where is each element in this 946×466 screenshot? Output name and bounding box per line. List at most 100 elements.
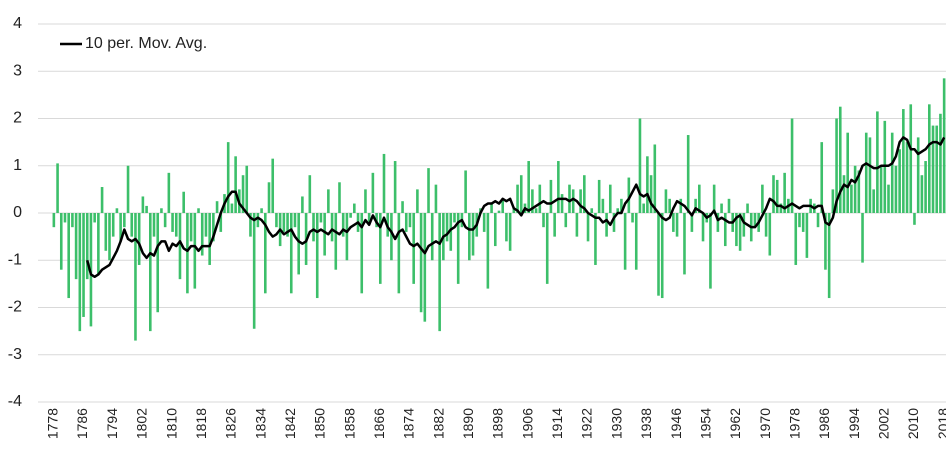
bar [723, 213, 727, 247]
bar [200, 213, 204, 256]
bar [560, 194, 564, 213]
bar [568, 184, 571, 213]
bar [701, 213, 705, 242]
bar [212, 213, 215, 242]
x-tick-label: 1978 [786, 408, 802, 439]
bar [590, 208, 594, 213]
bar [327, 189, 330, 213]
bar [145, 205, 148, 213]
bar [850, 184, 853, 213]
bar [902, 109, 905, 213]
bar [709, 213, 712, 289]
bar [234, 156, 237, 213]
bar [838, 106, 842, 213]
bar [931, 125, 935, 213]
bar [82, 213, 85, 317]
bar [939, 113, 942, 213]
bar [93, 213, 96, 223]
bar [123, 213, 126, 228]
bar [315, 213, 319, 299]
bar [508, 213, 512, 251]
bar [583, 175, 586, 213]
bar [312, 213, 315, 242]
bar [427, 168, 430, 213]
bar [59, 213, 63, 270]
bar [660, 213, 664, 299]
bar [827, 213, 831, 299]
bar [486, 213, 490, 289]
x-tick-label: 1826 [223, 408, 239, 439]
bar [608, 184, 612, 213]
x-tick-label: 1786 [74, 408, 90, 439]
x-tick-label: 1890 [460, 408, 476, 439]
bar [775, 179, 779, 213]
bar [189, 213, 193, 242]
x-tick-label: 1778 [45, 408, 61, 439]
bar [126, 165, 130, 213]
bar [712, 184, 716, 213]
bar [905, 142, 909, 213]
bar [264, 213, 267, 294]
y-tick-label: -2 [8, 299, 22, 316]
y-tick-label: 4 [13, 15, 22, 32]
bar [260, 208, 263, 213]
x-tick-label: 1914 [549, 408, 565, 439]
bar [249, 213, 252, 237]
bar [527, 161, 530, 213]
bar [920, 175, 924, 213]
bar [275, 213, 278, 228]
bar [100, 187, 104, 213]
bar [297, 213, 300, 275]
bar [557, 161, 560, 213]
x-tick-label: 1946 [668, 408, 684, 439]
bar [85, 213, 89, 280]
bar [293, 213, 297, 228]
bar [623, 213, 627, 270]
bar [545, 213, 549, 284]
bar [397, 213, 401, 294]
bar [419, 213, 423, 313]
bar [371, 172, 375, 213]
bar [252, 213, 256, 329]
bar [423, 213, 427, 322]
bar [634, 213, 638, 270]
bar [445, 213, 449, 242]
bar [794, 213, 798, 265]
x-tick-label: 1874 [401, 408, 417, 439]
x-tick-label: 1834 [252, 408, 268, 439]
bar [308, 175, 312, 213]
bar [612, 213, 616, 232]
bar [868, 137, 872, 213]
y-tick-label: 1 [13, 157, 22, 174]
x-tick-label: 1906 [519, 408, 535, 439]
bar [594, 213, 597, 265]
bar [779, 203, 783, 213]
y-tick-label: 2 [13, 110, 22, 127]
x-tick-label: 1818 [193, 408, 209, 439]
bar [367, 213, 371, 223]
bar [156, 213, 160, 313]
bar [197, 208, 200, 213]
bar [686, 135, 690, 213]
bar [742, 213, 746, 237]
x-tick-label: 2010 [905, 408, 921, 439]
bar [186, 213, 189, 294]
bar [464, 170, 467, 213]
bar [341, 213, 345, 237]
bar [564, 213, 568, 228]
bar [597, 179, 601, 213]
bar [119, 213, 122, 242]
bar [761, 184, 764, 213]
bar [141, 196, 145, 213]
bar [820, 142, 824, 213]
bar [338, 182, 341, 213]
bar [404, 213, 408, 232]
bar [345, 213, 349, 261]
bar [549, 179, 553, 213]
bar [764, 213, 768, 237]
bar [879, 165, 883, 213]
bar [245, 165, 249, 213]
bar [746, 203, 749, 213]
